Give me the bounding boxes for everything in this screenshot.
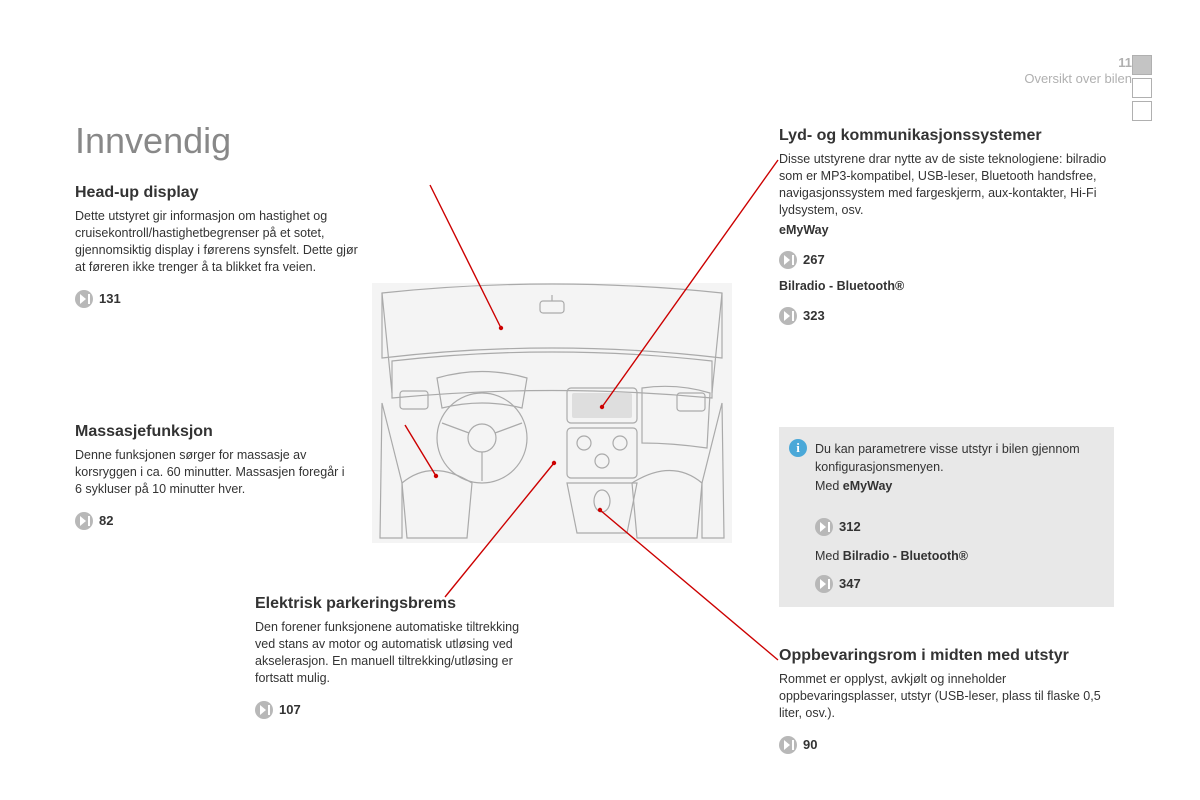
marker-outline <box>1132 101 1152 121</box>
marker-outline <box>1132 78 1152 98</box>
page-title: Innvendig <box>75 120 231 162</box>
info-line1: Du kan parametrere visse utstyr i bilen … <box>815 441 1100 476</box>
ref-number: 107 <box>279 702 301 717</box>
info-icon <box>789 439 807 457</box>
page-ref[interactable]: 107 <box>255 701 535 719</box>
ref-number: 312 <box>839 518 861 536</box>
ref-number: 131 <box>99 291 121 306</box>
page-ref[interactable]: 90 <box>779 736 1114 754</box>
ref-number: 323 <box>803 308 825 323</box>
goto-icon <box>779 251 797 269</box>
audio-body: Disse utstyrene drar nytte av de siste t… <box>779 151 1114 219</box>
massage-title: Massasjefunksjon <box>75 423 345 441</box>
section-audio: Lyd- og kommunikasjonssystemer Disse uts… <box>779 127 1114 325</box>
parking-title: Elektrisk parkeringsbrems <box>255 595 535 613</box>
info-line3: Med Bilradio - Bluetooth® <box>815 548 1100 566</box>
page-ref[interactable]: 267 <box>779 251 1114 269</box>
section-label: Oversikt over bilen <box>1024 71 1132 87</box>
audio-sub1: eMyWay <box>779 223 1114 237</box>
page-ref[interactable]: 131 <box>75 290 365 308</box>
section-massage: Massasjefunksjon Denne funksjonen sørger… <box>75 423 345 530</box>
storage-title: Oppbevaringsrom i midten med utstyr <box>779 647 1114 665</box>
goto-icon <box>815 518 833 536</box>
page-header: 11 Oversikt over bilen <box>1024 55 1132 86</box>
page-ref[interactable]: 312 <box>815 518 1100 536</box>
info-box: Du kan parametrere visse utstyr i bilen … <box>779 427 1114 607</box>
marker-filled <box>1132 55 1152 75</box>
headup-body: Dette utstyret gir informasjon om hastig… <box>75 208 365 276</box>
section-headup: Head-up display Dette utstyret gir infor… <box>75 184 365 308</box>
dashboard-illustration <box>372 283 732 543</box>
page-ref[interactable]: 82 <box>75 512 345 530</box>
audio-title: Lyd- og kommunikasjonssystemer <box>779 127 1114 145</box>
page-ref[interactable]: 347 <box>815 575 1100 593</box>
margin-markers <box>1132 55 1152 124</box>
audio-sub2: Bilradio - Bluetooth® <box>779 279 1114 293</box>
ref-number: 347 <box>839 575 861 593</box>
section-parking: Elektrisk parkeringsbrems Den forener fu… <box>255 595 535 719</box>
ref-number: 82 <box>99 513 113 528</box>
page-number: 11 <box>1024 55 1132 71</box>
goto-icon <box>779 307 797 325</box>
goto-icon <box>779 736 797 754</box>
goto-icon <box>255 701 273 719</box>
ref-number: 90 <box>803 737 817 752</box>
massage-body: Denne funksjonen sørger for massasje av … <box>75 447 345 498</box>
info-line2: Med eMyWay <box>815 478 1100 496</box>
goto-icon <box>75 290 93 308</box>
headup-title: Head-up display <box>75 184 365 202</box>
storage-body: Rommet er opplyst, avkjølt og inneholder… <box>779 671 1114 722</box>
parking-body: Den forener funksjonene automatiske tilt… <box>255 619 535 687</box>
section-storage: Oppbevaringsrom i midten med utstyr Romm… <box>779 647 1114 754</box>
goto-icon <box>75 512 93 530</box>
goto-icon <box>815 575 833 593</box>
ref-number: 267 <box>803 252 825 267</box>
page-ref[interactable]: 323 <box>779 307 1114 325</box>
